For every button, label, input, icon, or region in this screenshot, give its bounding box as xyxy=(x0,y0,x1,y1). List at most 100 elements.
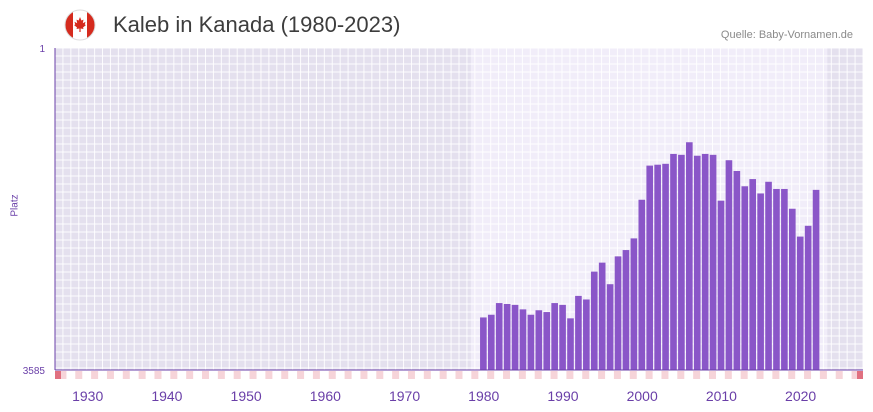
y-tick-label-top: 1 xyxy=(39,44,45,55)
bar-1995 xyxy=(598,262,606,370)
bar-2001 xyxy=(646,165,654,370)
x-tick-label: 1990 xyxy=(547,388,578,404)
x-tick-mark xyxy=(360,371,368,379)
bar-1999 xyxy=(630,238,638,370)
x-tick-mark xyxy=(217,371,225,379)
x-tick-label: 2010 xyxy=(706,388,737,404)
canada-flag-icon xyxy=(64,9,96,41)
x-tick-label: 2000 xyxy=(627,388,658,404)
bar-2009 xyxy=(709,154,717,370)
bar-1981 xyxy=(487,314,495,370)
y-tick-label-bottom: 3585 xyxy=(23,366,46,377)
x-tick-mark xyxy=(756,371,764,379)
chart-title: Kaleb in Kanada (1980-2023) xyxy=(113,12,401,37)
bar-2015 xyxy=(757,193,764,370)
x-tick-mark xyxy=(455,371,463,379)
bar-2004 xyxy=(670,153,677,370)
x-tick-mark xyxy=(566,371,574,379)
x-tick-mark xyxy=(708,371,716,379)
bar-2005 xyxy=(678,154,685,370)
x-tick-label: 1930 xyxy=(72,388,103,404)
bar-2007 xyxy=(693,155,701,370)
bar-1983 xyxy=(503,303,511,370)
x-tick-mark xyxy=(297,371,305,379)
x-tick-mark xyxy=(518,371,526,379)
bar-1989 xyxy=(551,303,558,370)
x-tick-mark xyxy=(582,371,590,379)
x-tick-mark xyxy=(661,371,669,379)
x-tick-label: 2020 xyxy=(785,388,816,404)
x-tick-mark xyxy=(186,371,194,379)
bar-1984 xyxy=(511,304,519,370)
x-tick-label: 1960 xyxy=(310,388,341,404)
x-tick-mark xyxy=(550,371,558,379)
x-tick-mark xyxy=(677,371,685,379)
x-tick-mark xyxy=(233,371,241,379)
bar-1988 xyxy=(543,312,551,370)
bar-1992 xyxy=(575,295,582,370)
x-tick-mark xyxy=(312,371,320,379)
x-tick-mark xyxy=(471,371,479,379)
x-tick-mark xyxy=(629,371,637,379)
x-tick-mark xyxy=(55,371,61,379)
x-tick-label: 1980 xyxy=(468,388,499,404)
bar-2022 xyxy=(812,189,820,370)
x-tick-mark xyxy=(439,371,447,379)
x-tick-mark xyxy=(392,371,400,379)
bar-2010 xyxy=(717,200,725,370)
x-tick-mark xyxy=(534,371,542,379)
x-tick-mark xyxy=(281,371,289,379)
x-tick-mark xyxy=(740,371,748,379)
bar-series xyxy=(480,142,820,370)
bar-1998 xyxy=(622,250,630,370)
x-tick-mark xyxy=(202,371,210,379)
bar-2006 xyxy=(686,142,693,370)
x-tick-label: 1970 xyxy=(389,388,420,404)
source-credit: Quelle: Baby-Vornamen.de xyxy=(720,29,853,41)
x-tick-mark xyxy=(328,371,336,379)
bar-2018 xyxy=(781,188,788,370)
x-tick-mark xyxy=(598,371,606,379)
x-tick-mark xyxy=(613,371,621,379)
bar-1994 xyxy=(590,271,598,370)
x-tick-mark xyxy=(91,371,99,379)
bar-1990 xyxy=(559,304,566,370)
x-tick-mark xyxy=(59,371,67,379)
x-tick-mark xyxy=(851,371,859,379)
bar-1993 xyxy=(583,299,590,370)
x-tick-mark xyxy=(249,371,257,379)
x-tick-mark xyxy=(265,371,273,379)
x-tick-mark xyxy=(75,371,83,379)
x-tick-mark xyxy=(487,371,495,379)
bar-2019 xyxy=(788,208,796,370)
x-tick-mark xyxy=(693,371,701,379)
bar-2000 xyxy=(638,199,646,370)
x-tick-mark xyxy=(423,371,431,379)
x-tick-mark xyxy=(344,371,352,379)
x-tick-label: 1940 xyxy=(151,388,182,404)
bar-2013 xyxy=(741,186,749,370)
x-tick-mark xyxy=(819,371,827,379)
axes xyxy=(54,48,863,379)
bar-1987 xyxy=(535,310,543,370)
bar-2020 xyxy=(796,236,804,370)
bar-1985 xyxy=(519,309,527,370)
bar-1997 xyxy=(614,256,622,370)
x-tick-mark xyxy=(503,371,511,379)
x-tick-mark xyxy=(857,371,863,379)
x-tick-mark xyxy=(407,371,415,379)
x-tick-mark xyxy=(138,371,146,379)
x-tick-mark xyxy=(376,371,384,379)
x-tick-mark xyxy=(804,371,812,379)
x-tick-mark xyxy=(645,371,653,379)
x-tick-mark xyxy=(122,371,130,379)
bar-2014 xyxy=(749,179,757,370)
x-tick-mark xyxy=(724,371,732,379)
bar-2021 xyxy=(804,225,812,370)
bar-2016 xyxy=(765,181,772,370)
x-tick-mark xyxy=(170,371,178,379)
x-tick-mark xyxy=(835,371,843,379)
x-tick-mark xyxy=(788,371,796,379)
bar-2011 xyxy=(725,160,733,370)
